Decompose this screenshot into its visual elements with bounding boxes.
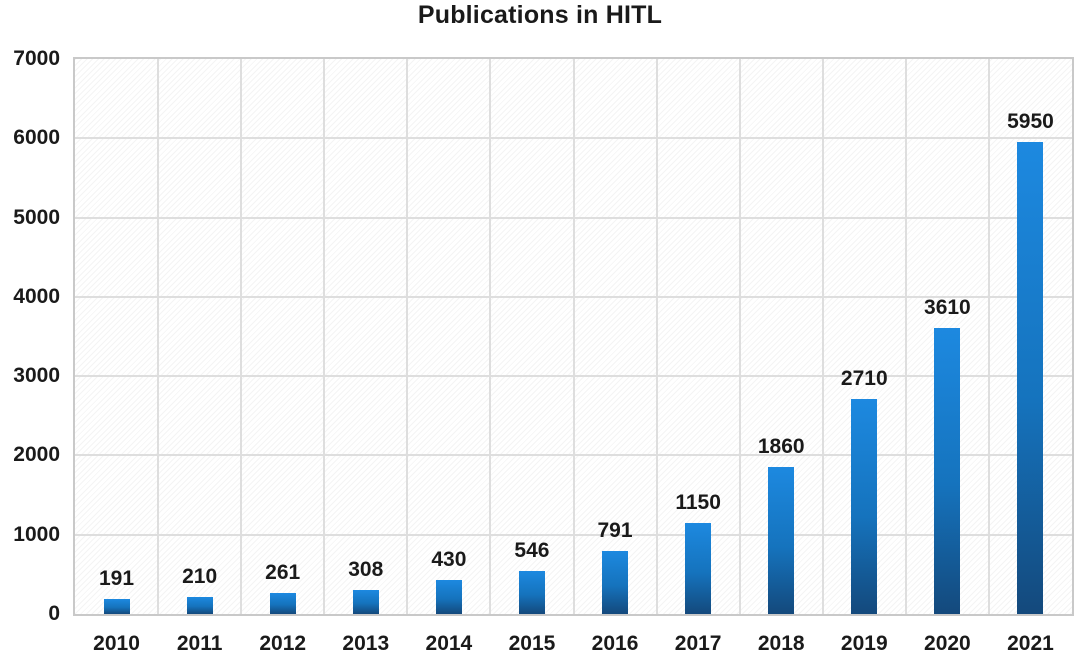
y-tick-label: 5000 bbox=[13, 205, 60, 229]
bar-2021 bbox=[1017, 142, 1044, 614]
y-tick-label: 6000 bbox=[13, 126, 60, 150]
x-tick-label-2015: 2015 bbox=[508, 632, 556, 655]
x-tick-label-2018: 2018 bbox=[757, 632, 805, 655]
vertical-gridline bbox=[572, 59, 575, 614]
vertical-gridline bbox=[655, 59, 658, 614]
bar-2010 bbox=[103, 598, 130, 614]
y-tick-label: 4000 bbox=[13, 284, 60, 308]
bar-value-label: 1150 bbox=[675, 490, 721, 514]
bar-2015 bbox=[518, 570, 545, 614]
y-tick-label: 7000 bbox=[13, 47, 60, 70]
x-tick-label-2012: 2012 bbox=[259, 632, 307, 655]
bar-2012 bbox=[269, 593, 296, 614]
x-tick-label-2011: 2011 bbox=[176, 632, 223, 655]
vertical-gridline bbox=[323, 59, 326, 614]
x-tick-label-2021: 2021 bbox=[1007, 632, 1054, 655]
y-tick-label: 1000 bbox=[13, 522, 60, 546]
bar-2020 bbox=[934, 327, 961, 614]
vertical-gridline bbox=[157, 59, 160, 614]
bar-2018 bbox=[768, 466, 795, 614]
bar-value-label: 1860 bbox=[757, 434, 805, 458]
y-tick-label: 0 bbox=[48, 602, 60, 625]
vertical-gridline bbox=[738, 59, 741, 614]
x-tick-label-2019: 2019 bbox=[840, 632, 888, 655]
vertical-gridline bbox=[987, 59, 990, 614]
vertical-gridline bbox=[904, 59, 907, 614]
bar-value-label: 308 bbox=[348, 557, 384, 581]
bar-value-label: 5950 bbox=[1007, 110, 1054, 134]
vertical-gridline bbox=[406, 59, 409, 614]
bar-value-label: 3610 bbox=[924, 295, 971, 319]
plot-area: 191 210 261 308 430 546 791 1150 1860 2710 3610 595… bbox=[73, 57, 1074, 616]
bar-2017 bbox=[685, 522, 712, 614]
x-tick-label-2013: 2013 bbox=[342, 632, 390, 655]
bar-value-label: 191 bbox=[99, 566, 135, 590]
bar-2013 bbox=[352, 589, 379, 614]
chart-title: Publications in HITL bbox=[417, 1, 663, 29]
bar-2016 bbox=[602, 551, 629, 614]
y-tick-label: 2000 bbox=[13, 443, 60, 467]
x-tick-label-2020: 2020 bbox=[924, 632, 971, 655]
vertical-gridline bbox=[489, 59, 492, 614]
bar-value-label: 210 bbox=[182, 565, 218, 589]
bar-2011 bbox=[186, 597, 213, 614]
bar-value-label: 430 bbox=[431, 547, 467, 571]
bar-value-label: 2710 bbox=[840, 367, 888, 391]
bar-value-label: 546 bbox=[514, 538, 550, 562]
vertical-gridline bbox=[240, 59, 243, 614]
vertical-gridline bbox=[821, 59, 824, 614]
x-tick-label-2017: 2017 bbox=[674, 632, 722, 655]
bar-value-label: 791 bbox=[597, 519, 633, 543]
bar-2019 bbox=[851, 399, 878, 614]
x-tick-label-2016: 2016 bbox=[591, 632, 639, 655]
bar-2014 bbox=[435, 579, 462, 614]
x-tick-label-2014: 2014 bbox=[425, 632, 473, 655]
x-tick-label-2010: 2010 bbox=[93, 632, 140, 655]
bar-value-label: 261 bbox=[265, 561, 301, 585]
y-tick-label: 3000 bbox=[13, 364, 60, 388]
